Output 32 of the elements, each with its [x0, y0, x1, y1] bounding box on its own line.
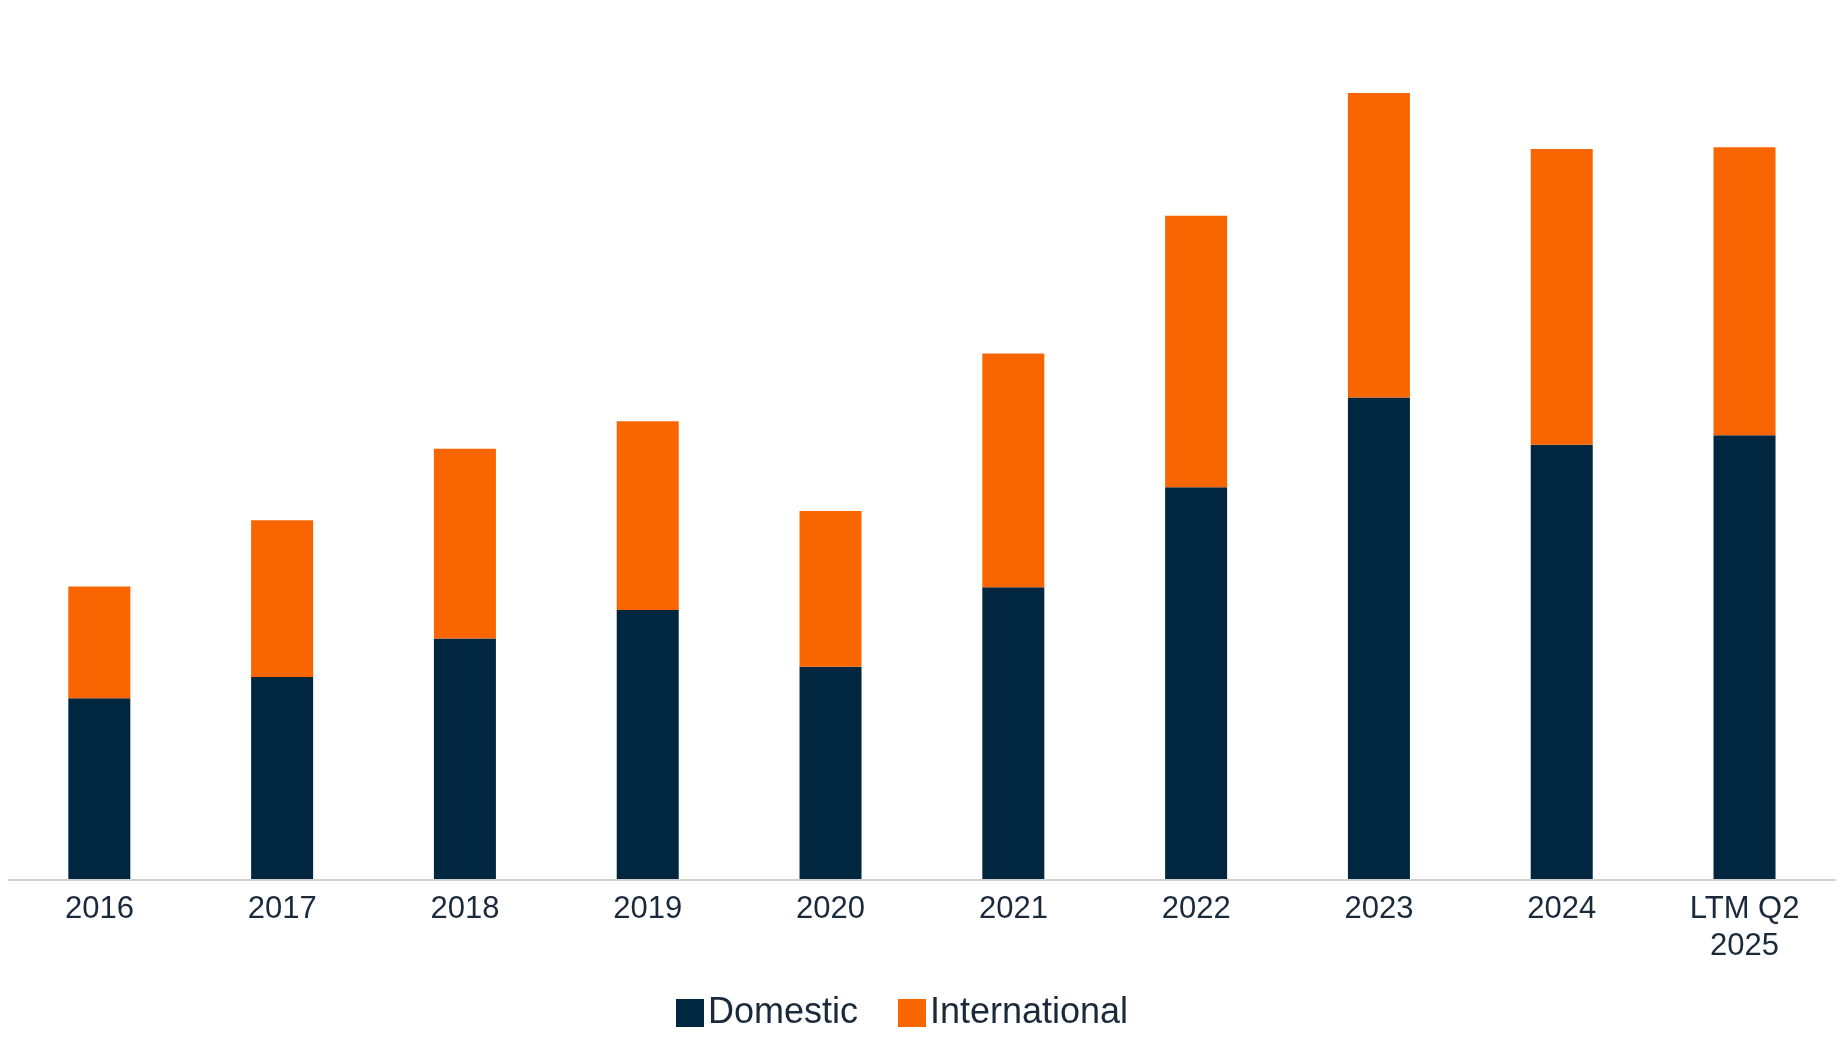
bar — [982, 587, 1045, 880]
bar — [251, 676, 314, 880]
bar — [1713, 435, 1776, 880]
bar — [616, 421, 679, 611]
x-tick-label: LTM Q2 2025 — [1689, 890, 1800, 962]
bar — [1530, 148, 1593, 445]
bar — [1713, 147, 1776, 436]
x-tick-label: 2024 — [1527, 890, 1597, 925]
bar — [1530, 444, 1593, 880]
x-tick-label: 2021 — [978, 890, 1048, 925]
x-tick-label: 2020 — [796, 890, 866, 925]
legend-label: International — [929, 990, 1129, 1031]
bar — [68, 586, 131, 699]
bar — [982, 353, 1045, 588]
x-tick-label: 2019 — [613, 890, 683, 925]
x-tick-label: 2022 — [1161, 890, 1231, 925]
x-tick-label: 2017 — [247, 890, 317, 925]
x-tick-label: 2023 — [1344, 890, 1414, 925]
bar — [251, 520, 314, 677]
bar — [1165, 487, 1228, 880]
legend-label: Domestic — [707, 990, 858, 1031]
bar — [1165, 215, 1228, 488]
bar — [68, 698, 131, 880]
x-tick-label: 2016 — [64, 890, 134, 925]
bar — [799, 666, 862, 880]
bar — [433, 448, 496, 639]
bar — [616, 610, 679, 880]
x-tick-label: 2018 — [430, 890, 500, 925]
bar — [1347, 397, 1410, 880]
bar — [799, 510, 862, 667]
bar — [433, 638, 496, 880]
bar — [1347, 93, 1410, 398]
